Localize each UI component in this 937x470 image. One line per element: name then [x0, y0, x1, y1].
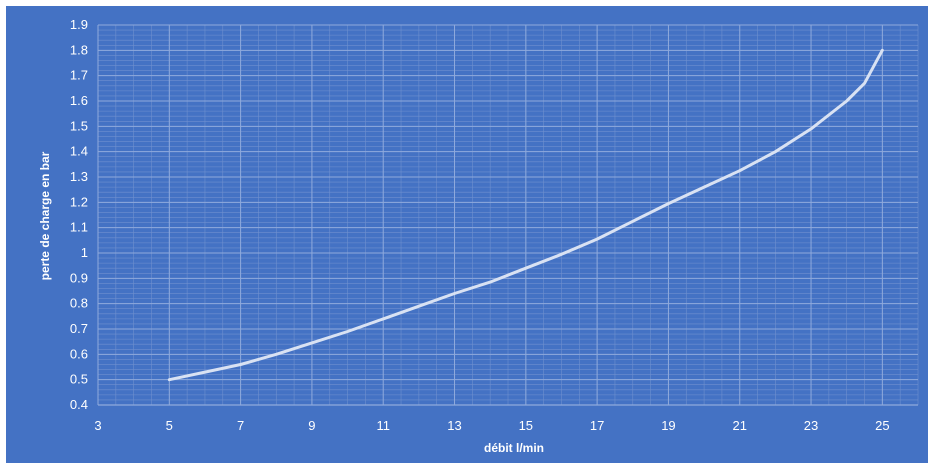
- x-tick-label: 17: [590, 418, 604, 433]
- x-tick-label: 25: [875, 418, 889, 433]
- y-tick-label: 1: [81, 245, 88, 260]
- y-tick-label: 1.2: [70, 194, 88, 209]
- x-tick-label: 5: [166, 418, 173, 433]
- x-tick-label: 19: [661, 418, 675, 433]
- x-axis-title: débit l/min: [484, 441, 544, 455]
- x-tick-label: 23: [804, 418, 818, 433]
- x-tick-label: 15: [519, 418, 533, 433]
- chart-area: 0.4 0.5 0.6 0.7 0.8 0.9 1 1.1 1.2 1.3 1.4 1.5 1.6 1.7…: [6, 6, 928, 463]
- x-tick-label: 7: [237, 418, 244, 433]
- x-tick-label: 9: [308, 418, 315, 433]
- y-tick-label: 0.4: [70, 397, 88, 412]
- y-tick-label: 1.1: [70, 220, 88, 235]
- y-axis-title: perte de charge en bar: [38, 151, 52, 280]
- y-tick-label: 0.9: [70, 270, 88, 285]
- y-axis-tick-labels: 0.4 0.5 0.6 0.7 0.8 0.9 1 1.1 1.2 1.3 1.4 1.5 1.6 1.7…: [70, 17, 88, 412]
- y-tick-label: 0.6: [70, 346, 88, 361]
- x-axis-tick-labels: 3 5 7 9 11 13 15 17 19 21 23 25: [94, 418, 889, 433]
- y-tick-label: 1.5: [70, 118, 88, 133]
- series-line: [167, 48, 884, 382]
- x-tick-label: 13: [447, 418, 461, 433]
- x-tick-label: 21: [733, 418, 747, 433]
- y-tick-label: 1.3: [70, 169, 88, 184]
- x-tick-label: 11: [376, 418, 390, 433]
- minor-gridlines: [97, 24, 919, 406]
- major-gridlines: [97, 24, 918, 406]
- line-chart: 0.4 0.5 0.6 0.7 0.8 0.9 1 1.1 1.2 1.3 1.4 1.5 1.6 1.7…: [38, 17, 919, 455]
- y-tick-label: 0.7: [70, 321, 88, 336]
- y-tick-label: 1.7: [70, 68, 88, 83]
- series-group: [167, 48, 884, 382]
- x-tick-label: 3: [94, 418, 101, 433]
- y-tick-label: 1.6: [70, 93, 88, 108]
- y-tick-label: 1.4: [70, 144, 88, 159]
- y-tick-label: 0.8: [70, 296, 88, 311]
- y-tick-label: 1.9: [70, 17, 88, 32]
- y-tick-label: 1.8: [70, 42, 88, 57]
- y-tick-label: 0.5: [70, 372, 88, 387]
